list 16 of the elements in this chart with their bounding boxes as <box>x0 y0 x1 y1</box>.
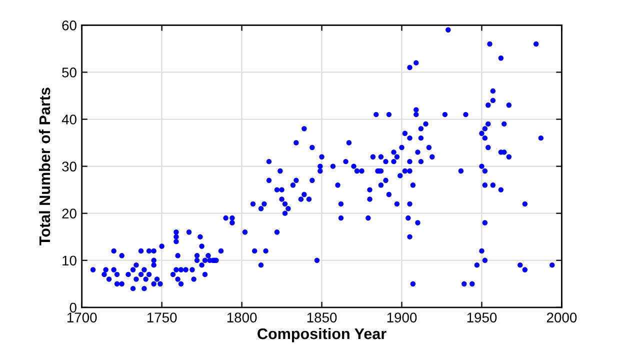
x-tick-label: 1900 <box>387 312 417 322</box>
y-tick-label: 50 <box>62 68 76 78</box>
y-tick-label: 20 <box>62 208 76 218</box>
x-axis-title: Composition Year <box>258 328 386 342</box>
x-tick-label: 1800 <box>227 312 257 322</box>
x-tick-label: 2000 <box>546 312 577 322</box>
y-tick-label: 10 <box>62 256 76 266</box>
y-axis-title: Total Number of Parts <box>38 88 50 246</box>
x-tick-label: 1700 <box>67 312 97 322</box>
y-tick-label: 30 <box>62 162 76 172</box>
y-tick-label: 40 <box>62 114 76 124</box>
x-tick-label: 1850 <box>307 312 337 322</box>
y-tick-label: 0 <box>70 302 76 313</box>
x-tick-label: 1750 <box>147 312 177 322</box>
x-tick-label: 1950 <box>467 312 497 322</box>
y-tick-label: 60 <box>62 20 76 30</box>
